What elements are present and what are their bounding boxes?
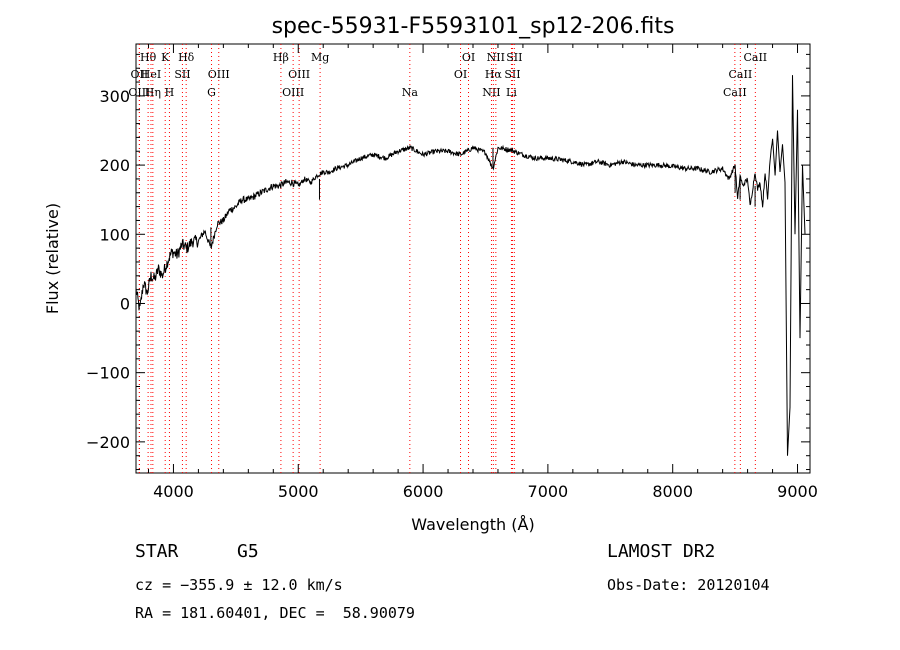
line-label-17: OI [462,51,475,64]
line-label-11: Hβ [273,51,289,64]
object-class: STAR [135,541,179,562]
line-label-23: SII [506,51,522,64]
line-label-19: Hα [485,68,503,81]
line-label-20: NII [487,51,505,64]
y-tick-label-0: −200 [86,433,130,452]
y-tick-label-1: −100 [86,364,130,383]
y-tick-label-3: 100 [99,225,130,244]
y-tick-label-4: 200 [99,156,130,175]
line-label-14: Mg [311,51,329,64]
line-label-9: G [207,86,216,99]
spectrum-line [136,75,806,456]
plot-frame [135,43,811,474]
line-label-8: Hδ [178,51,195,64]
line-label-22: SII [504,68,520,81]
object-subclass: G5 [237,541,259,562]
x-tick-label-3: 7000 [528,482,569,501]
observation-date: Obs-Date: 20120104 [607,576,770,594]
x-axis-label: Wavelength (Å) [411,515,534,534]
y-tick-label-5: 300 [99,87,130,106]
x-tick-label-1: 5000 [278,482,319,501]
line-label-16: OI [454,68,467,81]
line-label-2: Hθ [140,51,157,64]
line-label-4: Hη [145,86,161,99]
line-label-15: Na [402,86,419,99]
line-label-3: HeI [141,68,161,81]
line-label-10: OIII [208,68,230,81]
line-label-6: H [165,86,175,99]
line-label-18: NII [482,86,500,99]
x-tick-label-5: 9000 [777,482,818,501]
redshift-cz: cz = −355.9 ± 12.0 km/s [135,576,343,594]
ra-dec: RA = 181.60401, DEC = 58.90079 [135,604,415,622]
x-tick-label-2: 6000 [403,482,444,501]
line-label-13: OIII [288,68,310,81]
y-tick-label-2: 0 [120,294,130,313]
x-tick-label-0: 4000 [153,482,194,501]
line-label-0: OII [131,68,149,81]
x-tick-label-4: 8000 [652,482,693,501]
y-axis-label: Flux (relative) [43,203,62,314]
line-label-25: CaII [729,68,753,81]
line-label-21: Li [506,86,517,99]
line-label-12: OIII [282,86,304,99]
survey-name: LAMOST DR2 [607,541,716,562]
line-label-7: SII [174,68,190,81]
line-label-24: CaII [723,86,747,99]
chart-title: spec-55931-F5593101_sp12-206.fits [272,14,675,39]
line-label-26: CaII [743,51,767,64]
line-label-5: K [161,51,170,64]
